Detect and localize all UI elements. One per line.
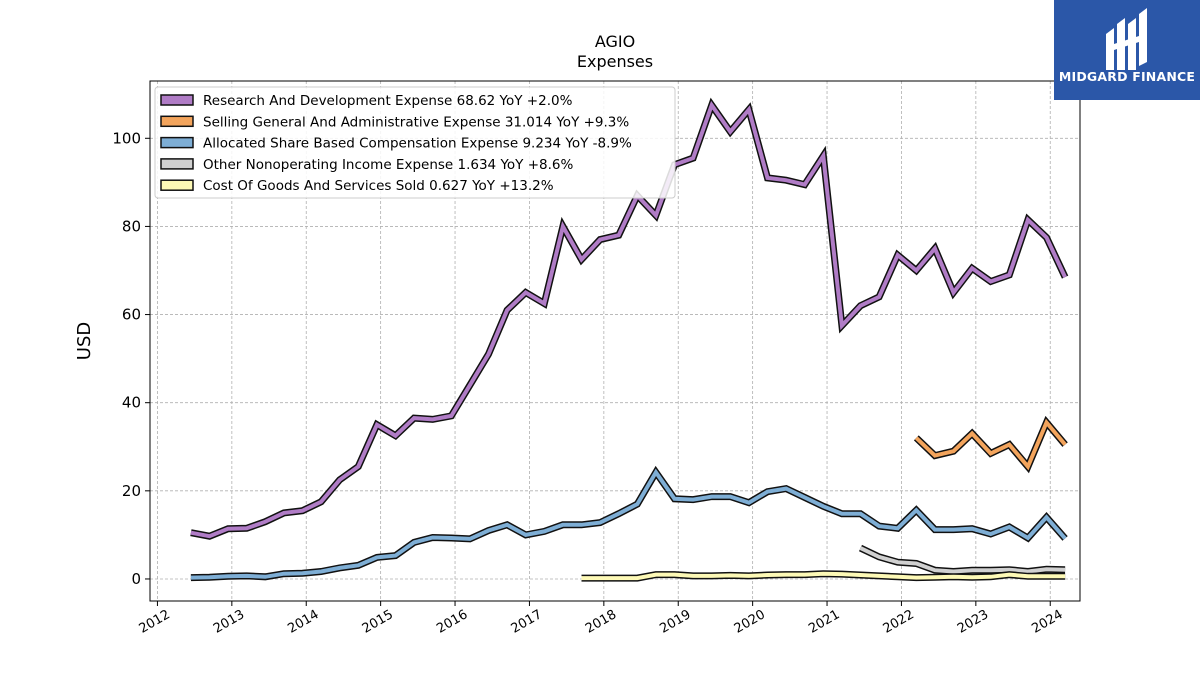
- x-tick-label: 2023: [955, 607, 991, 637]
- x-tick-label: 2018: [583, 607, 619, 637]
- brand-name: MIDGARD FINANCE: [1058, 69, 1196, 84]
- y-tick-label: 100: [112, 129, 141, 147]
- legend-swatch-3: [160, 158, 194, 170]
- chart-subtitle: Expenses: [577, 52, 653, 71]
- x-tick-label: 2021: [806, 607, 842, 637]
- series-line-3: [859, 546, 1066, 574]
- y-tick-label: 0: [131, 570, 141, 588]
- y-tick-label: 20: [122, 482, 141, 500]
- series-line-4: [581, 571, 1066, 581]
- legend-swatch-2: [160, 136, 194, 149]
- x-tick-label: 2024: [1029, 607, 1065, 637]
- y-axis-label: USD: [74, 322, 95, 360]
- x-tick-label: 2022: [881, 607, 917, 637]
- y-tick-label: 40: [122, 394, 141, 412]
- series-line-1: [914, 418, 1067, 471]
- x-tick-label: 2020: [732, 607, 768, 637]
- brand-mark-icon: [1106, 8, 1147, 70]
- x-tick-label: 2013: [211, 607, 247, 637]
- x-tick-label: 2015: [360, 607, 396, 637]
- legend-swatch-4: [160, 179, 194, 191]
- legend-swatch-0: [160, 94, 194, 106]
- series-line-2: [190, 468, 1067, 580]
- chart-title: AGIO: [595, 32, 635, 51]
- x-tick-label: 2014: [285, 607, 321, 637]
- legend-entry-1: Selling General And Administrative Expen…: [203, 114, 629, 130]
- x-tick-label: 2017: [509, 607, 545, 637]
- series-line-0: [190, 100, 1067, 539]
- x-tick-label: 2019: [657, 607, 693, 637]
- x-tick-label: 2012: [137, 607, 173, 637]
- y-tick-label: 60: [122, 306, 141, 324]
- plot-frame: [149, 80, 1081, 602]
- legend-entry-4: Cost Of Goods And Services Sold 0.627 Yo…: [203, 178, 554, 194]
- x-tick-label: 2016: [434, 607, 470, 637]
- legend-entry-3: Other Nonoperating Income Expense 1.634 …: [203, 157, 573, 173]
- legend-entry-2: Allocated Share Based Compensation Expen…: [203, 136, 632, 152]
- legend-entry-0: Research And Development Expense 68.62 Y…: [203, 93, 573, 109]
- brand-logo: MIDGARD FINANCE: [1054, 0, 1200, 100]
- y-tick-label: 80: [122, 217, 141, 235]
- legend-box: [154, 86, 676, 199]
- legend-swatch-1: [160, 115, 194, 128]
